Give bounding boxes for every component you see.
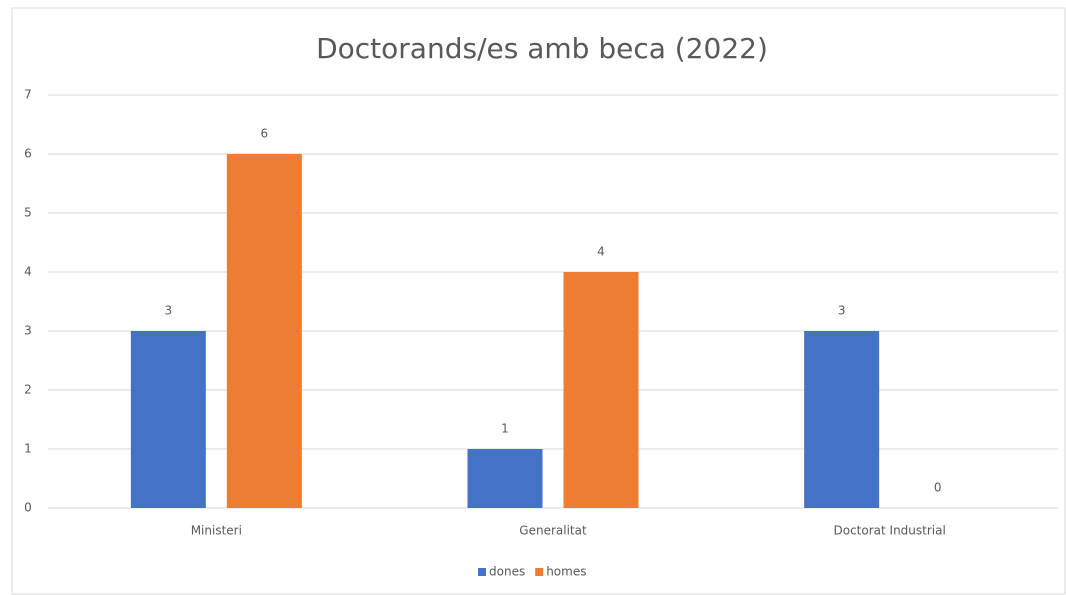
legend-swatch xyxy=(535,568,544,576)
legend-label: dones xyxy=(489,565,525,579)
bar xyxy=(467,449,543,508)
x-tick-label: Doctorat Industrial xyxy=(834,524,946,538)
y-tick-label: 1 xyxy=(24,442,32,456)
data-label: 1 xyxy=(501,422,509,436)
data-label: 3 xyxy=(165,304,173,318)
y-tick-label: 5 xyxy=(24,206,32,220)
x-tick-label: Generalitat xyxy=(519,524,587,538)
bar xyxy=(563,272,639,508)
bar xyxy=(130,331,206,508)
y-tick-label: 7 xyxy=(24,88,32,102)
chart-title: Doctorands/es amb beca (2022) xyxy=(316,32,768,65)
data-label: 3 xyxy=(838,304,846,318)
bar xyxy=(226,154,302,508)
data-label: 4 xyxy=(597,245,605,259)
data-label: 6 xyxy=(261,127,269,141)
y-tick-label: 0 xyxy=(24,501,32,515)
bar xyxy=(804,331,880,508)
legend-swatch xyxy=(478,568,486,576)
y-tick-label: 3 xyxy=(24,324,32,338)
y-tick-label: 4 xyxy=(24,265,32,279)
y-tick-label: 2 xyxy=(24,383,32,397)
y-tick-label: 6 xyxy=(24,147,32,161)
legend-label: homes xyxy=(546,565,586,579)
data-label: 0 xyxy=(934,481,942,495)
x-tick-label: Ministeri xyxy=(191,524,242,538)
